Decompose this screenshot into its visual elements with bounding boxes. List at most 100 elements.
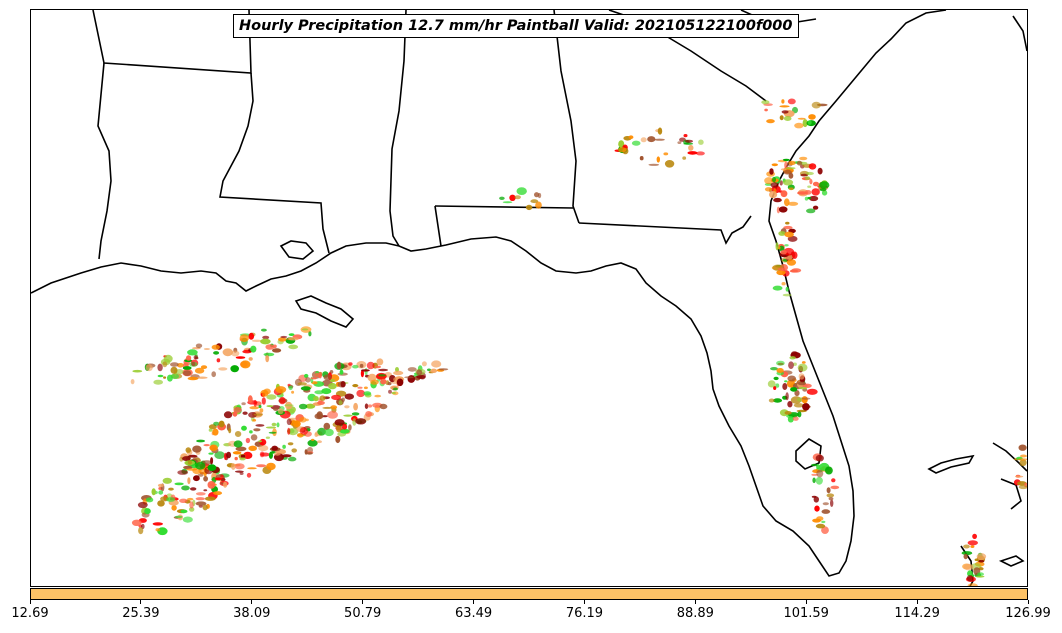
precip-blob xyxy=(783,225,793,230)
precip-blob xyxy=(282,444,286,449)
precip-blob xyxy=(158,490,164,495)
precip-blob xyxy=(396,378,404,387)
precip-blob xyxy=(203,476,209,482)
precip-blob xyxy=(809,195,819,202)
precip-blob xyxy=(772,176,776,183)
precip-blob xyxy=(359,363,364,368)
precip-blob xyxy=(180,509,188,514)
precip-blob xyxy=(967,540,978,546)
precip-blob xyxy=(816,516,824,521)
precip-blob xyxy=(322,406,333,409)
precip-blob xyxy=(275,386,287,394)
precip-blob xyxy=(263,352,275,357)
precip-blob xyxy=(764,187,773,192)
precip-blob xyxy=(249,430,253,434)
colorbar-tick-mark xyxy=(473,600,475,604)
precip-blob xyxy=(258,404,262,409)
precip-blob xyxy=(262,391,266,397)
precip-blob xyxy=(249,406,259,410)
precip-blob xyxy=(363,386,368,390)
precip-blob xyxy=(280,335,288,339)
precip-blob xyxy=(182,456,191,462)
precip-blob xyxy=(299,427,309,435)
precip-blob xyxy=(970,545,975,548)
precip-blob xyxy=(816,469,824,478)
precip-blob xyxy=(802,403,810,411)
precip-blob xyxy=(351,412,360,416)
precip-blob xyxy=(387,382,392,386)
precip-blob xyxy=(344,393,354,400)
precip-blob xyxy=(195,343,203,349)
precip-blob xyxy=(230,365,239,373)
map-title: Hourly Precipitation 12.7 mm/hr Paintbal… xyxy=(233,14,799,38)
precip-blob xyxy=(363,391,372,396)
precip-blob xyxy=(228,427,232,434)
precip-blob xyxy=(768,398,775,403)
precip-blob xyxy=(807,120,812,125)
precip-blob xyxy=(316,440,322,444)
precip-blob xyxy=(144,508,151,515)
precip-blob xyxy=(790,387,798,392)
colorbar-tick-label: 50.79 xyxy=(344,606,382,621)
precip-blob xyxy=(298,403,308,410)
precip-blob xyxy=(213,351,220,355)
map-canvas xyxy=(31,10,1027,586)
precip-blob xyxy=(388,389,392,394)
precip-blob xyxy=(291,390,295,394)
colorbar-tick-mark xyxy=(251,600,253,604)
precip-blob xyxy=(193,475,200,482)
precip-blob xyxy=(807,185,812,188)
precip-blob xyxy=(186,355,192,361)
precip-blob xyxy=(152,522,163,526)
colorbar-tick-mark xyxy=(694,600,696,604)
precip-blob xyxy=(336,361,342,370)
precip-blob xyxy=(203,348,210,350)
precip-blob xyxy=(764,177,774,185)
precip-blob xyxy=(327,411,338,419)
precip-blob xyxy=(187,460,192,465)
precip-blob xyxy=(780,168,787,171)
precip-blob xyxy=(306,452,313,455)
precip-blob xyxy=(830,485,840,490)
precip-blob xyxy=(248,412,257,418)
precip-blob xyxy=(183,370,192,376)
precip-blob xyxy=(265,344,275,350)
precip-blob xyxy=(972,533,977,540)
precip-blob xyxy=(797,363,808,372)
precip-blob xyxy=(821,190,828,196)
precip-blob xyxy=(367,404,373,408)
precip-blob xyxy=(771,163,778,167)
precip-blob xyxy=(770,367,778,371)
precip-blob xyxy=(825,466,833,475)
precip-blob xyxy=(808,114,816,120)
precip-blob xyxy=(299,417,307,423)
precip-blob xyxy=(182,366,192,370)
precip-blob xyxy=(211,344,220,350)
precip-blob xyxy=(163,376,167,379)
precip-blob xyxy=(179,498,188,503)
precip-blob xyxy=(301,328,309,331)
precip-blob xyxy=(292,420,301,428)
precip-blob xyxy=(250,345,257,353)
precip-blob xyxy=(182,516,193,523)
precip-blob xyxy=(195,462,206,470)
precip-blob xyxy=(618,140,625,148)
precip-blob xyxy=(268,451,273,459)
colorbar-tick-mark xyxy=(1027,600,1029,604)
precip-blob xyxy=(775,242,779,251)
precip-blob xyxy=(258,445,269,452)
precip-blob xyxy=(788,160,796,166)
precip-blob xyxy=(781,99,785,104)
precip-blob xyxy=(288,337,299,341)
precip-blob xyxy=(203,489,208,492)
precip-blob xyxy=(223,411,233,419)
precip-blob xyxy=(310,377,317,380)
precip-blob xyxy=(265,426,277,429)
precip-blob xyxy=(196,376,208,379)
precip-blob xyxy=(240,360,251,369)
precip-blob xyxy=(781,110,789,114)
precip-blob xyxy=(271,422,277,427)
precip-blob xyxy=(203,444,210,447)
precip-blob xyxy=(239,457,246,461)
precip-blob xyxy=(797,117,806,120)
